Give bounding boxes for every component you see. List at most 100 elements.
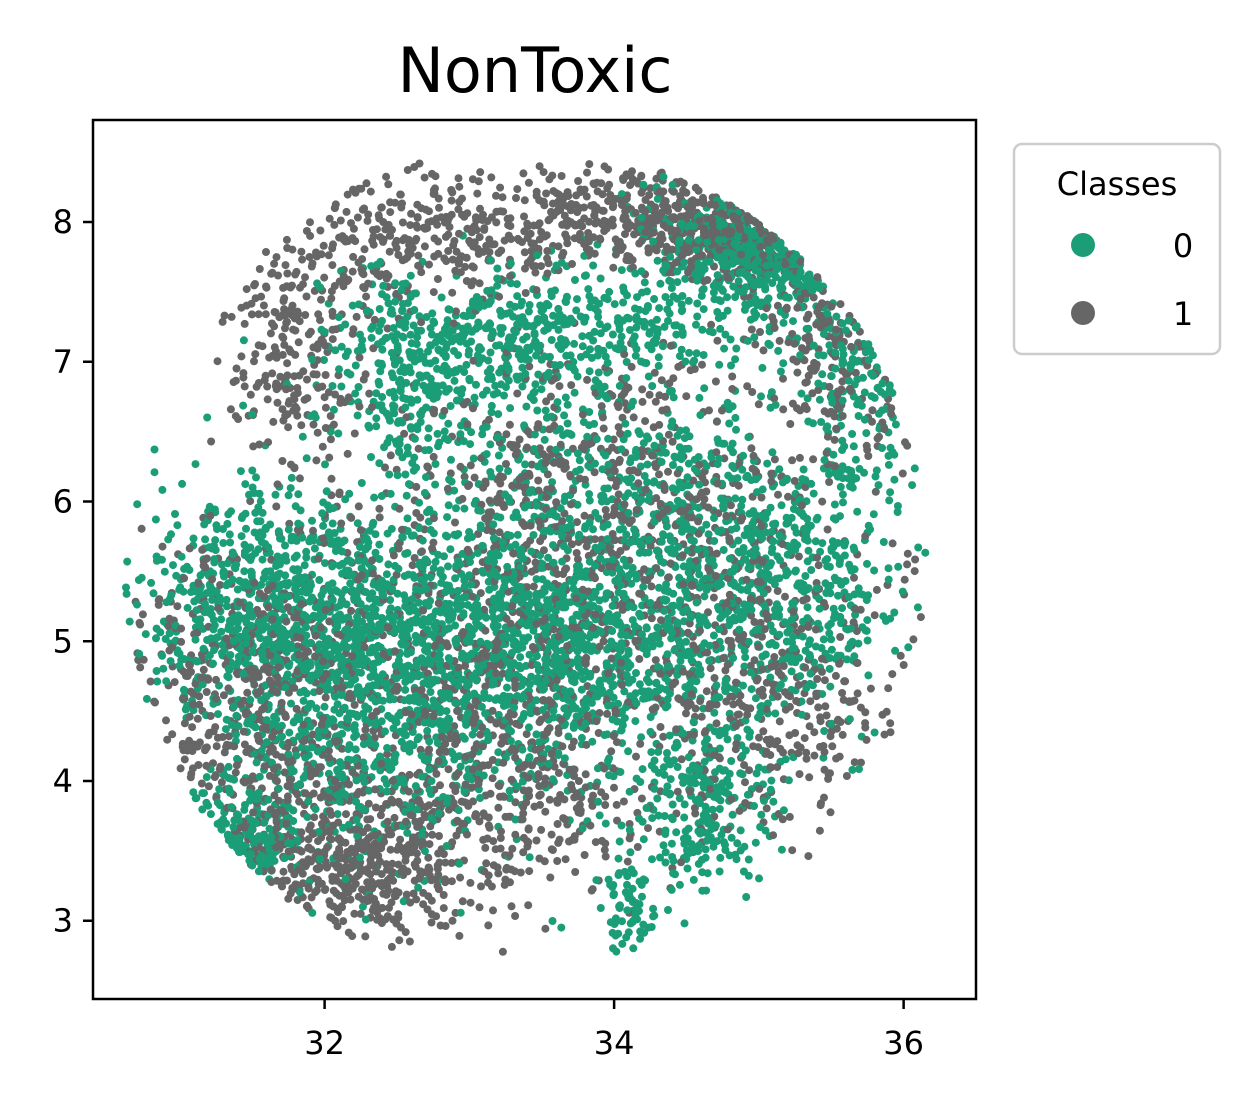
data-point-class-0: [622, 374, 631, 383]
data-point-class-1: [774, 490, 782, 499]
data-point-class-1: [728, 372, 737, 381]
data-point-class-0: [294, 490, 303, 499]
data-point-class-0: [626, 326, 634, 334]
data-point-class-1: [903, 441, 912, 450]
data-point-class-1: [770, 455, 779, 464]
data-point-class-1: [784, 492, 792, 501]
data-point-class-0: [680, 800, 689, 809]
data-point-class-1: [838, 366, 847, 375]
data-point-class-0: [245, 490, 253, 499]
data-point-class-1: [263, 395, 272, 404]
data-point-class-1: [254, 310, 263, 319]
data-point-class-1: [424, 218, 433, 227]
data-point-class-0: [504, 467, 513, 475]
data-point-class-0: [807, 566, 816, 574]
data-point-class-1: [309, 526, 317, 535]
data-point-class-0: [656, 279, 665, 288]
data-point-class-1: [375, 504, 384, 513]
data-point-class-1: [871, 487, 880, 496]
data-point-class-1: [328, 244, 337, 253]
data-point-class-1: [604, 165, 613, 174]
data-point-class-1: [568, 743, 576, 751]
data-point-class-0: [450, 376, 459, 385]
data-point-class-1: [319, 241, 328, 250]
data-point-class-0: [649, 904, 658, 913]
data-point-class-0: [732, 425, 740, 434]
data-point-class-1: [794, 552, 803, 561]
data-point-class-0: [452, 504, 460, 513]
data-point-class-0: [851, 610, 860, 619]
data-point-class-1: [775, 336, 784, 345]
data-point-class-0: [531, 380, 540, 389]
data-point-class-1: [331, 200, 340, 209]
data-point-class-0: [605, 754, 614, 763]
data-point-class-0: [252, 758, 261, 767]
data-point-class-1: [629, 413, 638, 422]
data-point-class-1: [779, 374, 787, 383]
data-point-class-1: [481, 514, 490, 523]
data-point-class-1: [466, 878, 475, 887]
data-point-class-0: [171, 510, 179, 518]
data-point-class-1: [193, 714, 202, 723]
data-point-class-1: [137, 524, 146, 533]
data-point-class-1: [519, 809, 528, 818]
data-point-class-1: [597, 402, 606, 411]
data-point-class-1: [199, 665, 208, 674]
data-point-class-1: [260, 762, 269, 771]
data-point-class-1: [347, 606, 356, 615]
data-point-class-0: [465, 375, 474, 383]
data-point-class-1: [525, 867, 534, 876]
data-point-class-0: [403, 443, 412, 452]
data-point-class-0: [406, 271, 415, 280]
data-point-class-0: [151, 515, 160, 524]
data-point-class-0: [695, 393, 704, 402]
data-point-class-0: [513, 292, 522, 301]
data-point-class-0: [443, 513, 452, 522]
data-point-class-1: [508, 844, 517, 853]
data-point-class-0: [532, 730, 541, 739]
data-point-class-1: [474, 780, 483, 788]
data-point-class-0: [631, 304, 639, 313]
data-point-class-0: [302, 553, 311, 562]
data-point-class-0: [256, 497, 265, 506]
data-point-class-0: [744, 564, 753, 573]
data-point-class-1: [229, 378, 238, 387]
data-point-class-0: [799, 465, 808, 474]
data-point-class-0: [818, 370, 827, 379]
data-point-class-1: [620, 399, 629, 408]
data-point-class-0: [378, 670, 387, 679]
data-point-class-0: [521, 460, 530, 469]
data-point-class-1: [485, 496, 494, 505]
data-point-class-0: [662, 522, 671, 531]
data-point-class-1: [459, 400, 468, 409]
data-point-class-1: [732, 739, 741, 748]
data-point-class-1: [259, 301, 268, 310]
data-point-class-0: [328, 382, 337, 390]
data-point-class-0: [595, 320, 604, 329]
data-point-class-1: [527, 460, 536, 469]
data-point-class-1: [903, 549, 912, 558]
data-point-class-1: [154, 600, 163, 609]
data-point-class-0: [654, 361, 663, 370]
data-point-class-0: [265, 824, 274, 833]
data-point-class-1: [448, 255, 457, 264]
data-point-class-0: [824, 622, 833, 631]
data-point-class-0: [485, 585, 494, 594]
data-point-class-0: [680, 919, 689, 928]
data-point-class-1: [469, 356, 478, 365]
data-point-class-1: [354, 502, 363, 511]
data-point-class-0: [364, 421, 373, 430]
data-point-class-1: [498, 947, 507, 956]
data-point-class-1: [878, 710, 887, 719]
data-point-class-0: [616, 338, 625, 347]
data-point-class-1: [601, 852, 610, 861]
data-point-class-0: [682, 637, 690, 646]
data-point-class-1: [507, 902, 516, 911]
data-point-class-1: [386, 208, 395, 217]
data-point-class-0: [666, 252, 675, 261]
data-point-class-0: [414, 598, 423, 607]
data-point-class-1: [197, 779, 206, 788]
data-point-class-0: [236, 467, 245, 476]
data-point-class-0: [225, 530, 234, 539]
data-point-class-0: [591, 304, 600, 313]
